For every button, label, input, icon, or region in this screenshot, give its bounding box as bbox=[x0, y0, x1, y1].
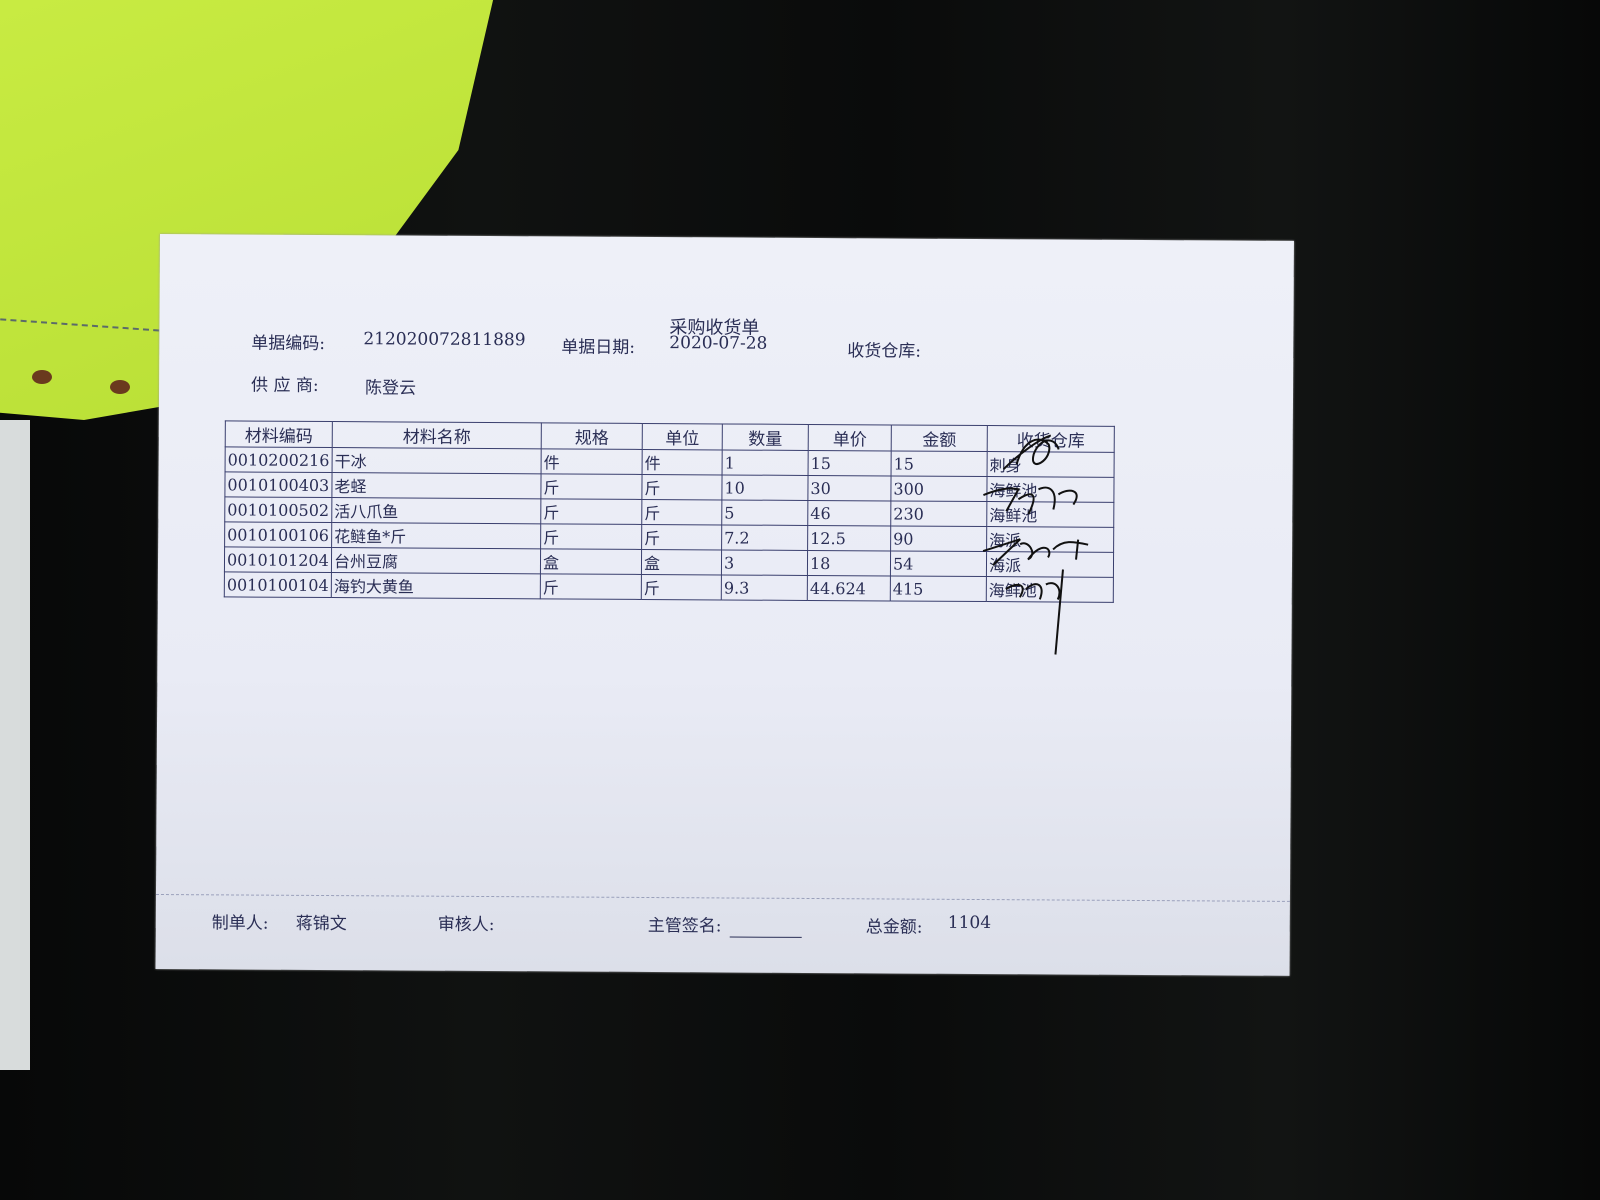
table-cell: 件 bbox=[541, 448, 643, 475]
reviewer-label: 审核人: bbox=[437, 914, 495, 936]
maker-label: 制单人: bbox=[211, 913, 269, 934]
table-cell: 90 bbox=[890, 525, 987, 552]
side-paper bbox=[0, 420, 30, 1070]
table-cell: 0010100106 bbox=[224, 521, 332, 548]
table-cell: 斤 bbox=[641, 499, 722, 525]
table-cell: 斤 bbox=[641, 474, 723, 500]
table-cell: 12.5 bbox=[807, 525, 891, 551]
column-header: 单价 bbox=[808, 424, 892, 451]
table-cell: 斤 bbox=[540, 498, 642, 525]
table-cell: 9.3 bbox=[721, 574, 808, 601]
table-cell: 活八爪鱼 bbox=[331, 497, 541, 524]
table-cell: 海鲜池 bbox=[986, 501, 1114, 528]
table-cell: 44.624 bbox=[807, 575, 891, 601]
table-cell: 15 bbox=[891, 450, 988, 477]
maker: 蒋锦文 bbox=[295, 913, 347, 935]
column-header: 收货仓库 bbox=[987, 425, 1115, 453]
table-cell: 花鲢鱼*斤 bbox=[331, 522, 541, 549]
date: 2020-07-28 bbox=[669, 333, 768, 354]
table-cell: 台州豆腐 bbox=[331, 547, 541, 574]
column-header: 材料名称 bbox=[332, 421, 542, 449]
column-header: 金额 bbox=[891, 424, 988, 452]
table-cell: 斤 bbox=[540, 573, 642, 600]
table-cell: 300 bbox=[890, 475, 988, 502]
table-cell: 7.2 bbox=[721, 524, 808, 551]
table-cell: 0010100104 bbox=[224, 571, 332, 598]
table-cell: 件 bbox=[642, 449, 723, 475]
table-cell: 18 bbox=[807, 550, 891, 576]
table-cell: 海钓大黄鱼 bbox=[331, 572, 541, 599]
table-row: 0010100104 海钓大黄鱼斤斤 9.3 44.624 415 海鲜池 bbox=[224, 571, 1114, 603]
items-table: 材料编码 材料名称 规格 单位 数量 单价 金额 收货仓库 0010200216 干冰件件 1 15… bbox=[224, 420, 1115, 603]
table-cell: 10 bbox=[721, 474, 809, 501]
table-cell: 1 bbox=[722, 449, 809, 476]
table-cell: 海派 bbox=[986, 551, 1114, 578]
table-cell: 盒 bbox=[540, 548, 642, 575]
doc-no-label: 单据编码: bbox=[251, 333, 326, 355]
table-cell: 斤 bbox=[641, 574, 722, 600]
table-cell: 斤 bbox=[540, 523, 642, 550]
table-cell: 海鲜池 bbox=[986, 576, 1114, 603]
table-cell: 30 bbox=[807, 475, 892, 501]
supplier: 陈登云 bbox=[365, 378, 417, 399]
table-cell: 0010100502 bbox=[224, 496, 332, 523]
table-cell: 老蛏 bbox=[331, 472, 542, 499]
column-header: 材料编码 bbox=[225, 420, 333, 448]
table-cell: 3 bbox=[721, 549, 808, 576]
table-cell: 230 bbox=[890, 500, 987, 527]
table-cell: 0010101204 bbox=[224, 546, 332, 573]
column-header: 数量 bbox=[722, 423, 809, 451]
supervisor-signature-field: 主管签名: bbox=[648, 911, 802, 938]
table-cell: 0010100403 bbox=[224, 471, 333, 498]
table-cell: 46 bbox=[807, 500, 891, 526]
column-header: 规格 bbox=[541, 422, 643, 450]
warehouse-label: 收货仓库: bbox=[847, 341, 922, 362]
punch-hole bbox=[110, 380, 130, 394]
supervisor-label: 主管签名: bbox=[647, 915, 722, 937]
footer-divider bbox=[155, 893, 1290, 902]
punch-hole bbox=[32, 370, 52, 384]
table-cell: 5 bbox=[721, 499, 808, 526]
date-label: 单据日期: bbox=[561, 337, 636, 358]
table-cell: 0010200216 bbox=[225, 446, 333, 473]
table-cell: 415 bbox=[890, 575, 987, 602]
doc-no: 212020072811889 bbox=[363, 329, 526, 351]
signature-line bbox=[729, 936, 802, 938]
table-cell: 斤 bbox=[641, 524, 722, 550]
table-cell: 干冰 bbox=[332, 447, 542, 474]
table-cell: 斤 bbox=[540, 473, 643, 500]
table-cell: 海鲜池 bbox=[986, 476, 1115, 503]
table-cell: 海派 bbox=[986, 526, 1114, 553]
table-cell: 刺身 bbox=[987, 451, 1115, 478]
total-amount: 1104 bbox=[947, 912, 992, 934]
table-cell: 盒 bbox=[641, 549, 722, 575]
column-header: 单位 bbox=[642, 423, 723, 450]
total-label: 总金额: bbox=[865, 917, 923, 938]
supplier-label: 供 应 商: bbox=[251, 375, 319, 396]
table-cell: 54 bbox=[890, 550, 987, 577]
receipt-paper: 采购收货单 单据编码: 212020072811889 单据日期: 2020-0… bbox=[155, 234, 1294, 976]
table-cell: 15 bbox=[808, 450, 892, 476]
